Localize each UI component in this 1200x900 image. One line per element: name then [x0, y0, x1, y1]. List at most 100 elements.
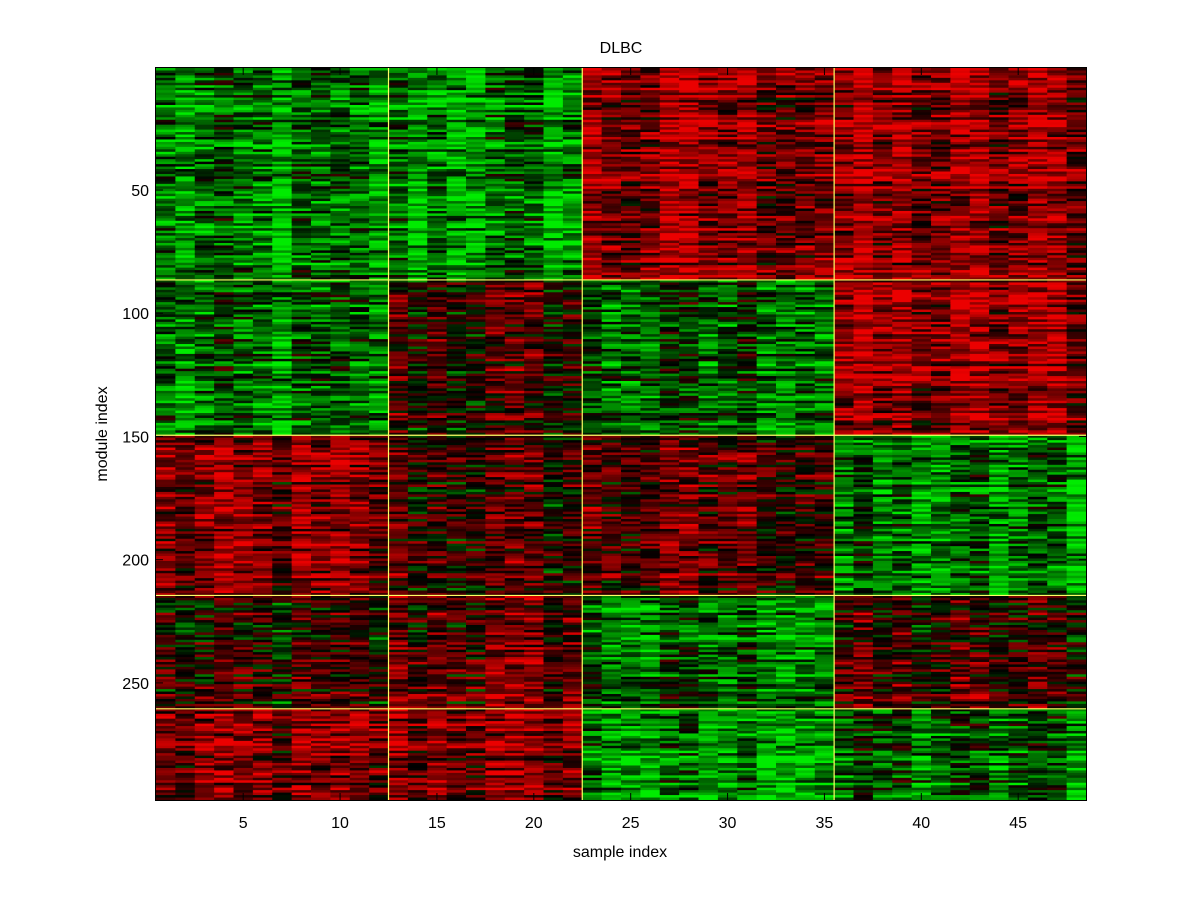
heatmap-cell	[311, 141, 331, 145]
heatmap-cell	[989, 90, 1010, 94]
heatmap-cell	[194, 119, 215, 123]
heatmap-cell	[1027, 176, 1048, 180]
heatmap-cell	[427, 104, 448, 109]
heatmap-cell	[562, 164, 583, 168]
heatmap-cell	[311, 183, 331, 187]
heatmap-cell	[776, 141, 796, 145]
heatmap-cell	[931, 161, 951, 165]
heatmap-cell	[698, 119, 719, 123]
heatmap-cell	[601, 183, 622, 187]
heatmap-cell	[291, 122, 312, 126]
heatmap-cell	[369, 77, 390, 81]
heatmap-cell	[717, 164, 738, 168]
heatmap-cell	[388, 104, 409, 109]
heatmap-cell	[814, 176, 835, 180]
heatmap-cell	[446, 186, 467, 190]
heatmap-cell	[504, 132, 525, 136]
heatmap-cell	[679, 164, 700, 168]
heatmap-cell	[466, 183, 486, 187]
heatmap-cell	[291, 176, 312, 180]
heatmap-cell	[892, 70, 913, 74]
heatmap-cell	[892, 176, 913, 180]
heatmap-cell	[756, 183, 777, 187]
heatmap-cell	[621, 186, 641, 190]
heatmap-cell	[814, 181, 835, 185]
heatmap-cell	[737, 178, 758, 182]
heatmap-cell	[931, 186, 951, 190]
heatmap-cell	[756, 127, 777, 131]
heatmap-cell	[1066, 181, 1087, 185]
heatmap-cell	[369, 114, 390, 118]
heatmap-cell	[175, 183, 196, 187]
heatmap-cell	[911, 139, 932, 143]
heatmap-cell	[407, 85, 428, 89]
heatmap-cell	[1047, 139, 1068, 143]
heatmap-cell	[969, 102, 990, 106]
heatmap-cell	[156, 77, 176, 81]
heatmap-cell	[931, 129, 951, 133]
heatmap-cell	[1066, 104, 1087, 109]
heatmap-cell	[737, 112, 758, 116]
heatmap-cell	[582, 109, 603, 113]
heatmap-cell	[659, 173, 680, 178]
heatmap-cell	[659, 164, 680, 168]
heatmap-cell	[679, 134, 700, 138]
heatmap-cell	[543, 159, 564, 163]
heatmap-cell	[679, 139, 700, 143]
heatmap-cell	[621, 97, 641, 101]
heatmap-cell	[504, 171, 525, 175]
heatmap-cell	[427, 90, 448, 94]
heatmap-cell	[911, 75, 932, 79]
heatmap-cell	[989, 173, 1010, 178]
heatmap-cell	[621, 85, 641, 89]
heatmap-cell	[834, 75, 855, 79]
heatmap-cell	[1047, 132, 1068, 136]
heatmap-cell	[1047, 166, 1068, 170]
heatmap-cell	[562, 159, 583, 163]
heatmap-cell	[582, 68, 603, 72]
heatmap-cell	[543, 77, 564, 81]
heatmap-cell	[446, 134, 467, 138]
heatmap-cell	[156, 181, 176, 185]
heatmap-cell	[853, 132, 874, 136]
heatmap-cell	[330, 178, 351, 182]
heatmap-cell	[233, 183, 254, 187]
heatmap-cell	[194, 70, 215, 74]
heatmap-cell	[1047, 72, 1068, 76]
heatmap-cell	[156, 161, 176, 165]
heatmap-cell	[1008, 137, 1029, 141]
heatmap-cell	[466, 188, 486, 192]
heatmap-cell	[911, 87, 932, 91]
heatmap-cell	[756, 85, 777, 89]
heatmap-cell	[156, 132, 176, 136]
heatmap-cell	[659, 146, 680, 150]
heatmap-cell	[233, 119, 254, 123]
heatmap-cell	[330, 171, 351, 175]
heatmap-cell	[737, 146, 758, 150]
heatmap-cell	[272, 82, 293, 86]
heatmap-cell	[233, 112, 254, 116]
heatmap-cell	[601, 119, 622, 123]
heatmap-cell	[717, 146, 738, 150]
heatmap-cell	[776, 146, 796, 150]
heatmap-cell	[446, 129, 467, 133]
heatmap-cell	[330, 161, 351, 165]
heatmap-cell	[1027, 87, 1048, 91]
heatmap-cell	[756, 70, 777, 74]
heatmap-cell	[795, 173, 816, 178]
heatmap-cell	[621, 124, 641, 128]
heatmap-cell	[407, 139, 428, 143]
heatmap-cell	[679, 75, 700, 79]
heatmap-cell	[446, 164, 467, 168]
heatmap-cell	[349, 188, 370, 192]
heatmap-cell	[582, 117, 603, 121]
heatmap-cell	[1027, 178, 1048, 182]
heatmap-cell	[407, 151, 428, 155]
heatmap-cell	[853, 144, 874, 148]
heatmap-cell	[950, 161, 971, 165]
heatmap-cell	[427, 156, 448, 160]
heatmap-cell	[931, 178, 951, 182]
heatmap-cell	[679, 72, 700, 76]
heatmap-cell	[582, 178, 603, 182]
heatmap-cell	[659, 87, 680, 91]
